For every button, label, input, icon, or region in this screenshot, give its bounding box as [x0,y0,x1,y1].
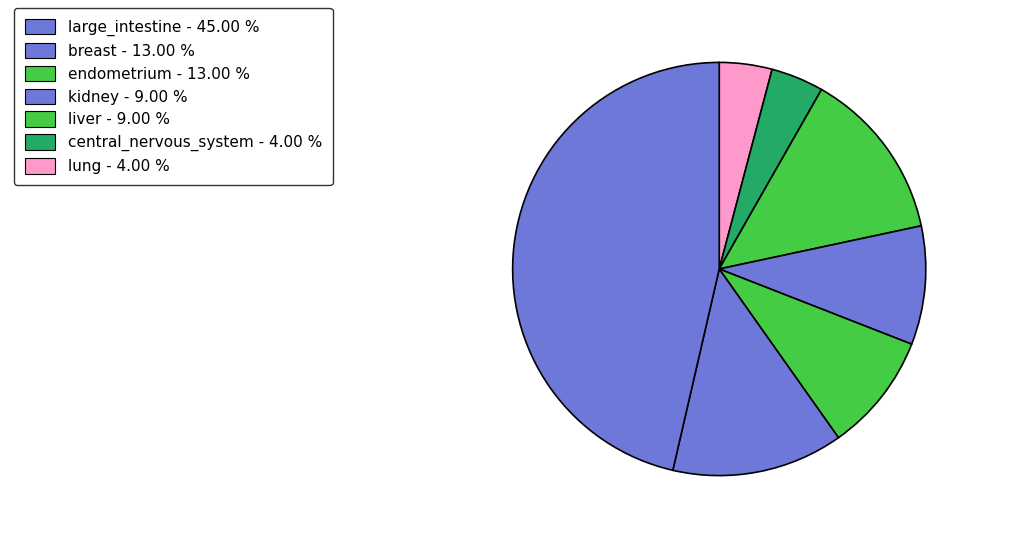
Wedge shape [719,89,921,269]
Wedge shape [719,269,912,438]
Wedge shape [719,62,772,269]
Wedge shape [719,69,822,269]
Legend: large_intestine - 45.00 %, breast - 13.00 %, endometrium - 13.00 %, kidney - 9.0: large_intestine - 45.00 %, breast - 13.0… [14,8,332,185]
Wedge shape [719,226,926,344]
Wedge shape [513,62,719,470]
Wedge shape [673,269,839,476]
